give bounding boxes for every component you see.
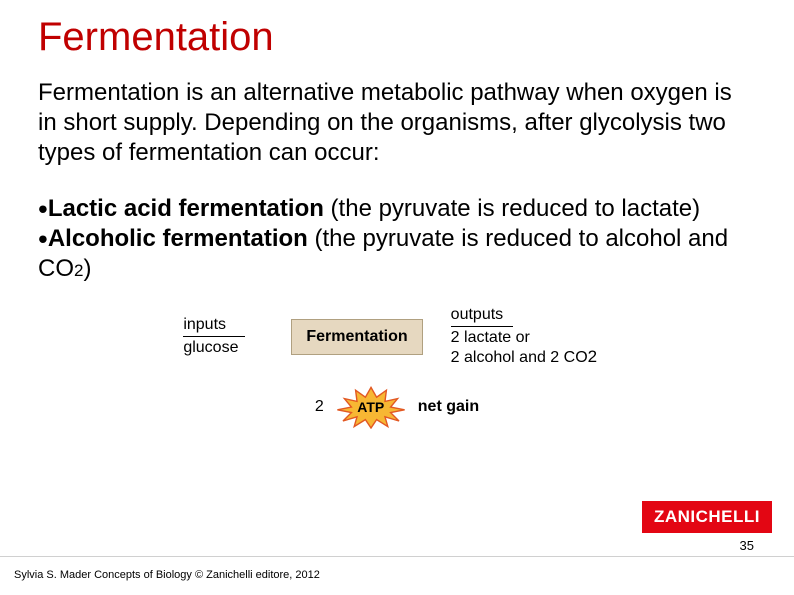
atp-starburst-icon: ATP xyxy=(336,385,406,429)
atp-label: ATP xyxy=(357,399,384,415)
inputs-header: inputs xyxy=(183,316,245,337)
slide-title: Fermentation xyxy=(38,15,756,60)
intro-paragraph: Fermentation is an alternative metabolic… xyxy=(38,78,756,168)
atp-row: 2 ATP net gain xyxy=(157,385,637,429)
inputs-column: inputs glucose xyxy=(183,316,263,357)
bullet-1: •Lactic acid fermentation (the pyruvate … xyxy=(38,194,756,224)
inputs-value: glucose xyxy=(183,339,263,357)
footer-divider xyxy=(0,556,794,557)
publisher-logo: ZANICHELLI xyxy=(642,501,772,533)
net-gain-label: net gain xyxy=(418,398,479,416)
outputs-line2: 2 alcohol and 2 CO2 xyxy=(451,347,611,367)
outputs-header: outputs xyxy=(451,306,513,327)
bullet-dot-icon: • xyxy=(38,224,48,255)
slide-content: Fermentation Fermentation is an alternat… xyxy=(0,0,794,429)
outputs-column: outputs 2 lactate or 2 alcohol and 2 CO2 xyxy=(451,306,611,367)
page-number: 35 xyxy=(740,538,754,553)
credit-line: Sylvia S. Mader Concepts of Biology © Za… xyxy=(14,569,320,581)
outputs-line1: 2 lactate or xyxy=(451,329,611,347)
bullet-2: •Alcoholic fermentation (the pyruvate is… xyxy=(38,224,756,284)
bullet-list: •Lactic acid fermentation (the pyruvate … xyxy=(38,194,756,284)
fermentation-box: Fermentation xyxy=(291,319,422,355)
atp-count: 2 xyxy=(315,398,324,416)
bullet-dot-icon: • xyxy=(38,194,48,225)
fermentation-diagram: inputs glucose Fermentation outputs 2 la… xyxy=(157,306,637,429)
diagram-top-row: inputs glucose Fermentation outputs 2 la… xyxy=(157,306,637,367)
